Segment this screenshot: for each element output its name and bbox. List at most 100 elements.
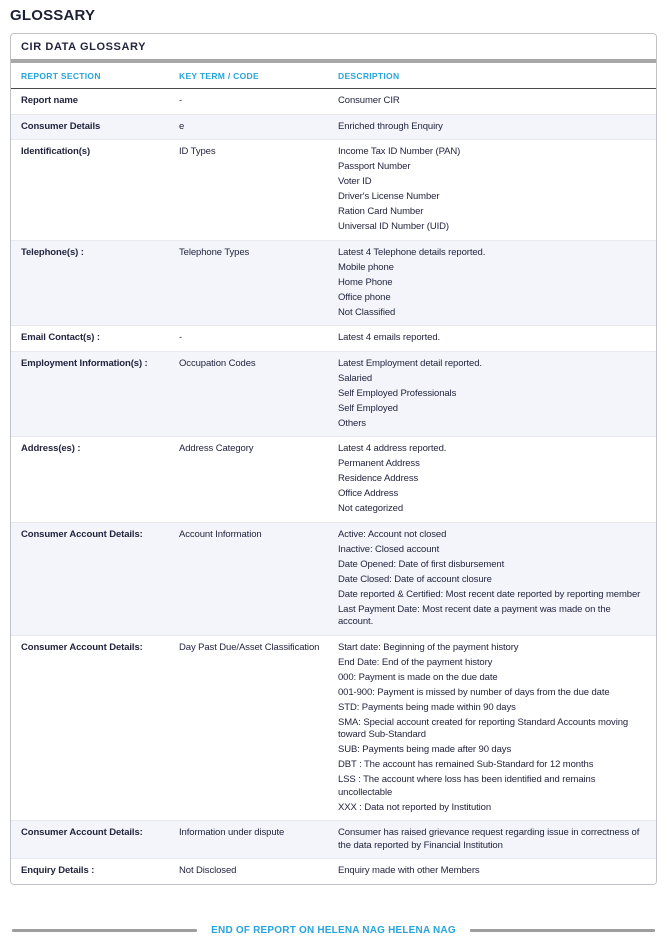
description-line: Active: Account not closed (338, 528, 447, 540)
description-line: Salaried (338, 372, 373, 384)
table-body: Report name - Consumer CIR Consumer Details… (11, 89, 656, 884)
description-line: Date Opened: Date of first disbursement (338, 558, 505, 570)
description-line: Latest Employment detail reported. (338, 357, 482, 369)
description-line: End Date: End of the payment history (338, 656, 493, 668)
description-line: Date reported & Certified: Most recent d… (338, 588, 641, 600)
table-row: Identification(s) ID Types Income Tax ID N… (11, 139, 656, 240)
description-line: DBT : The account has remained Sub-Stand… (338, 759, 594, 770)
row-key-term-code: Occupation Codes (179, 357, 256, 369)
row-key-term-code: Address Category (179, 443, 254, 454)
description-line: Enquiry made with other Members (338, 865, 480, 876)
row-report-section: Consumer Account Details: (21, 528, 143, 540)
row-report-section: Identification(s) (21, 146, 91, 157)
column-header-report-section: REPORT SECTION (21, 71, 101, 81)
description-line: SUB: Payments being made after 90 days (338, 744, 512, 755)
row-key-term-code: e (179, 120, 185, 132)
description-line: Passport Number (338, 161, 411, 172)
description-line: Mobile phone (338, 261, 394, 273)
description-line: Not categorized (338, 503, 404, 514)
description-line: Office Address (338, 488, 399, 499)
row-description: Latest 4 Telephone details reported. Mobi… (338, 247, 646, 320)
description-line: LSS : The account where loss has been id… (338, 774, 596, 798)
description-line: Date Closed: Date of account closure (338, 573, 492, 585)
description-line: Latest 4 address reported. (338, 443, 447, 454)
row-report-section: Consumer Account Details: (21, 827, 143, 838)
description-line: Universal ID Number (UID) (338, 221, 449, 232)
description-line: Consumer CIR (338, 95, 400, 106)
description-line: Latest 4 emails reported. (338, 332, 441, 343)
description-line: STD: Payments being made within 90 days (338, 701, 516, 713)
description-line: Home Phone (338, 276, 393, 288)
glossary-card: CIR DATA GLOSSARY REPORT SECTION KEY TER… (10, 33, 657, 885)
row-key-term-code: Not Disclosed (179, 865, 237, 876)
row-report-section: Report name (21, 95, 78, 106)
row-report-section: Email Contact(s) : (21, 332, 100, 343)
description-line: Self Employed Professionals (338, 387, 457, 399)
row-description: Consumer CIR (338, 95, 646, 108)
row-description: Start date: Beginning of the payment his… (338, 642, 646, 815)
end-rule-right (469, 928, 655, 932)
description-line: Self Employed (338, 402, 398, 414)
row-key-term-code: Information under dispute (179, 827, 285, 838)
row-description: Latest 4 address reported. Permanent Addr… (338, 443, 646, 516)
description-line: Others (338, 417, 366, 429)
page-title: GLOSSARY (10, 7, 96, 24)
table-header-row: REPORT SECTION KEY TERM / CODE DESCRIPTI… (11, 63, 656, 89)
description-line: XXX : Data not reported by Institution (338, 801, 492, 813)
end-of-report-text: END OF REPORT ON HELENA NAG HELENA NAG (211, 924, 456, 936)
row-key-term-code: ID Types (179, 146, 216, 157)
row-description: Enriched through Enquiry (338, 121, 646, 134)
table-row: Telephone(s) : Telephone Types Latest 4 Te… (11, 239, 656, 325)
row-description: Enquiry made with other Members (338, 865, 646, 878)
description-line: Start date: Beginning of the payment his… (338, 641, 519, 653)
row-report-section: Employment Information(s) : (21, 357, 148, 369)
table-row: Employment Information(s) : Occupation Co… (11, 350, 656, 436)
table-row: Enquiry Details : Not Disclosed Enquiry ma… (11, 858, 656, 884)
description-line: Consumer has raised grievance request re… (338, 827, 640, 851)
card-title-divider (11, 59, 656, 63)
description-line: SMA: Special account created for reporti… (338, 716, 629, 741)
description-line: Inactive: Closed account (338, 543, 440, 555)
table-row: Email Contact(s) : - Latest 4 emails repor… (11, 325, 656, 351)
description-line: Residence Address (338, 473, 419, 484)
row-report-section: Enquiry Details : (21, 865, 95, 876)
row-key-term-code: - (179, 332, 183, 343)
description-line: Voter ID (338, 176, 372, 187)
description-line: Enriched through Enquiry (338, 120, 443, 132)
end-of-report: END OF REPORT ON HELENA NAG HELENA NAG (10, 925, 657, 936)
description-line: Ration Card Number (338, 206, 424, 217)
table-row: Consumer Account Details: Information und… (11, 820, 656, 858)
row-description: Active: Account not closed Inactive: Clos… (338, 529, 646, 629)
description-line: Office phone (338, 291, 391, 303)
row-key-term-code: - (179, 95, 183, 106)
table-row: Report name - Consumer CIR (11, 89, 656, 114)
description-line: 001-900: Payment is missed by number of … (338, 686, 610, 698)
description-line: Permanent Address (338, 458, 420, 469)
description-line: Income Tax ID Number (PAN) (338, 146, 461, 157)
row-key-term-code: Telephone Types (179, 246, 250, 258)
table-row: Address(es) : Address Category Latest 4 ad… (11, 436, 656, 522)
row-key-term-code: Day Past Due/Asset Classification (179, 641, 320, 653)
card-title: CIR DATA GLOSSARY (21, 41, 147, 53)
row-description: Latest Employment detail reported. Salari… (338, 358, 646, 431)
column-header-description: DESCRIPTION (338, 71, 400, 81)
table-row: Consumer Account Details: Account Informa… (11, 521, 656, 635)
row-report-section: Consumer Details (21, 120, 101, 132)
row-description: Consumer has raised grievance request re… (338, 827, 646, 852)
row-description: Latest 4 emails reported. (338, 332, 646, 345)
row-description: Income Tax ID Number (PAN) Passport Numbe… (338, 146, 646, 234)
description-line: 000: Payment is made on the due date (338, 671, 498, 683)
description-line: Latest 4 Telephone details reported. (338, 246, 486, 258)
table-row: Consumer Account Details: Day Past Due/As… (11, 634, 656, 820)
table-row: Consumer Details e Enriched through Enquir… (11, 113, 656, 139)
end-rule-left (12, 928, 198, 932)
row-report-section: Address(es) : (21, 443, 81, 454)
row-report-section: Consumer Account Details: (21, 641, 143, 653)
column-header-key-term-code: KEY TERM / CODE (179, 71, 259, 81)
description-line: Driver's License Number (338, 191, 440, 202)
description-line: Not Classified (338, 306, 396, 318)
description-line: Last Payment Date: Most recent date a pa… (338, 603, 611, 628)
row-key-term-code: Account Information (179, 528, 262, 540)
row-report-section: Telephone(s) : (21, 246, 84, 258)
